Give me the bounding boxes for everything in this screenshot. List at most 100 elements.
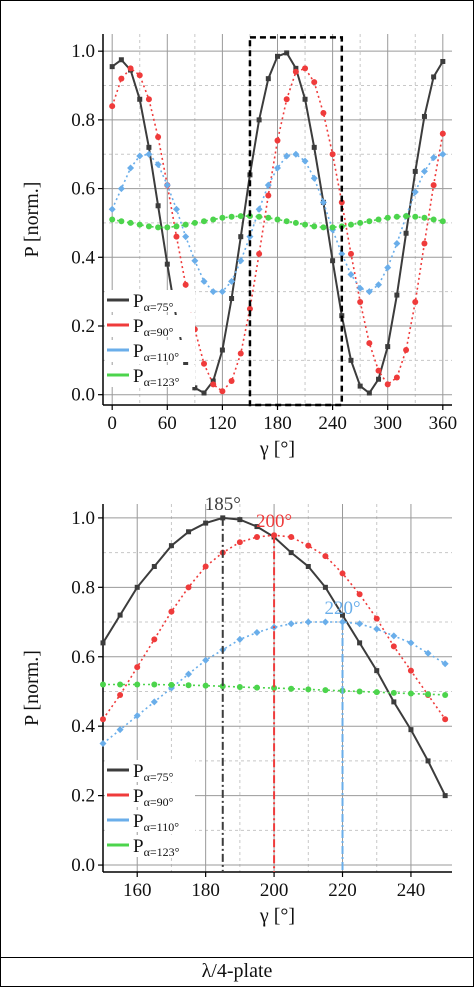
c1-data-point (228, 377, 235, 384)
c2-data-point (203, 520, 209, 526)
c1-data-point (302, 65, 309, 72)
c1-data-point (127, 219, 134, 226)
c1-data-point (375, 367, 382, 374)
c2-legend-bg (105, 785, 195, 807)
c2-y-tick-label: 0.8 (71, 577, 95, 598)
c2-data-point (322, 687, 329, 694)
c1-data-point (238, 234, 244, 240)
c1-data-point (412, 213, 419, 220)
c1-data-point (173, 233, 180, 240)
c2-data-point (185, 670, 193, 678)
c1-data-point (320, 110, 327, 117)
c1-data-point (136, 221, 143, 228)
c1-legend-bg (105, 290, 195, 312)
c2-data-point (304, 618, 312, 626)
c1-data-point (218, 288, 226, 296)
c1-x-axis-label: γ [°] (259, 438, 295, 460)
c2-data-point (185, 584, 192, 591)
c2-data-point (408, 727, 414, 733)
c1-data-point (283, 152, 291, 160)
c2-data-point (253, 533, 260, 540)
c1-data-point (283, 218, 290, 225)
c1-data-point (302, 221, 309, 228)
c1-data-point (411, 188, 419, 196)
c1-data-point (127, 65, 134, 72)
c1-data-point (136, 72, 143, 79)
c1-legend-subscript: α=90° (144, 325, 174, 339)
c2-data-point (237, 517, 243, 523)
c1-data-point (246, 305, 253, 312)
c2-marker-label: 200° (256, 511, 292, 532)
c1-x-tick-label: 240 (318, 413, 347, 434)
c1-data-point (440, 58, 446, 64)
c1-data-point (256, 117, 262, 123)
c1-data-point (109, 216, 116, 223)
c2-data-point (321, 618, 329, 626)
c2-data-point (151, 681, 158, 688)
c2-data-point (390, 689, 397, 696)
c1-data-point (256, 250, 263, 257)
c1-data-point (412, 298, 419, 305)
c1-data-point (357, 383, 363, 389)
c1-data-point (421, 214, 428, 221)
c2-legend-subscript: α=110° (144, 820, 180, 834)
c2-y-axis-label: P [norm.] (21, 650, 43, 726)
c2-data-point (117, 681, 124, 688)
c2-data-point (202, 563, 209, 570)
c1-x-tick-label: 120 (208, 413, 237, 434)
c1-x-tick-label: 360 (429, 413, 458, 434)
c1-data-point (237, 213, 244, 220)
c1-data-point (375, 216, 382, 223)
c2-data-point (271, 685, 278, 691)
c2-data-point (134, 664, 141, 671)
c2-data-point (288, 685, 295, 692)
c1-data-point (283, 96, 290, 103)
top-chart: 0 60 120 180 240 300 360 0.0 0.2 0.4 0.6 0.8 1.0 γ [°… (21, 34, 458, 460)
c1-data-point (384, 381, 391, 388)
c1-data-point (366, 218, 373, 225)
c1-data-point (201, 390, 207, 396)
c1-y-tick-label: 0.6 (71, 179, 95, 200)
c2-legend-subscript: α=123° (144, 845, 180, 859)
c2-x-tick-label: 200 (260, 880, 289, 901)
c2-data-point (390, 632, 398, 640)
c2-data-point (390, 643, 397, 650)
c1-data-point (201, 360, 208, 367)
c2-data-point (134, 584, 140, 590)
c1-data-point (145, 96, 152, 103)
c2-data-point (202, 682, 209, 689)
c2-x-tick-label: 240 (397, 880, 426, 901)
c1-data-point (237, 257, 245, 265)
c2-data-point (117, 691, 124, 698)
c1-data-point (145, 223, 152, 230)
c1-data-point (365, 288, 373, 296)
c1-data-point (210, 216, 217, 223)
c1-x-tick-label: 300 (373, 413, 402, 434)
c2-data-point (442, 716, 449, 723)
c2-data-point (373, 615, 380, 622)
c2-y-tick-label: 0.0 (71, 855, 95, 876)
c1-data-point (439, 150, 447, 158)
c1-data-point (108, 205, 116, 213)
c1-data-point (192, 385, 198, 391)
c2-y-tick-label: 0.4 (71, 716, 95, 737)
c1-y-tick-label: 0.4 (71, 247, 95, 268)
c1-data-point (393, 240, 401, 248)
c1-legend-bg (105, 365, 195, 387)
bottom-chart: 160 180 200 220 240 0.0 0.2 0.4 0.6 0.8 1.0 γ [°] P … (21, 494, 452, 927)
c1-data-point (228, 277, 236, 285)
c2-y-tick-label: 0.2 (71, 786, 95, 807)
c1-data-point (366, 390, 372, 396)
c1-data-point (320, 224, 327, 231)
c1-legend-subscript: α=123° (144, 375, 180, 389)
c1-data-point (219, 347, 225, 353)
c1-data-point (182, 221, 189, 228)
c1-data-point (439, 130, 446, 137)
c2-data-point (100, 716, 106, 723)
c1-data-point (237, 350, 244, 357)
c1-data-point (154, 161, 162, 169)
c1-data-point (431, 74, 437, 80)
c2-data-point (100, 681, 106, 688)
c1-data-point (430, 154, 438, 162)
c2-legend-subscript: α=90° (144, 795, 174, 809)
